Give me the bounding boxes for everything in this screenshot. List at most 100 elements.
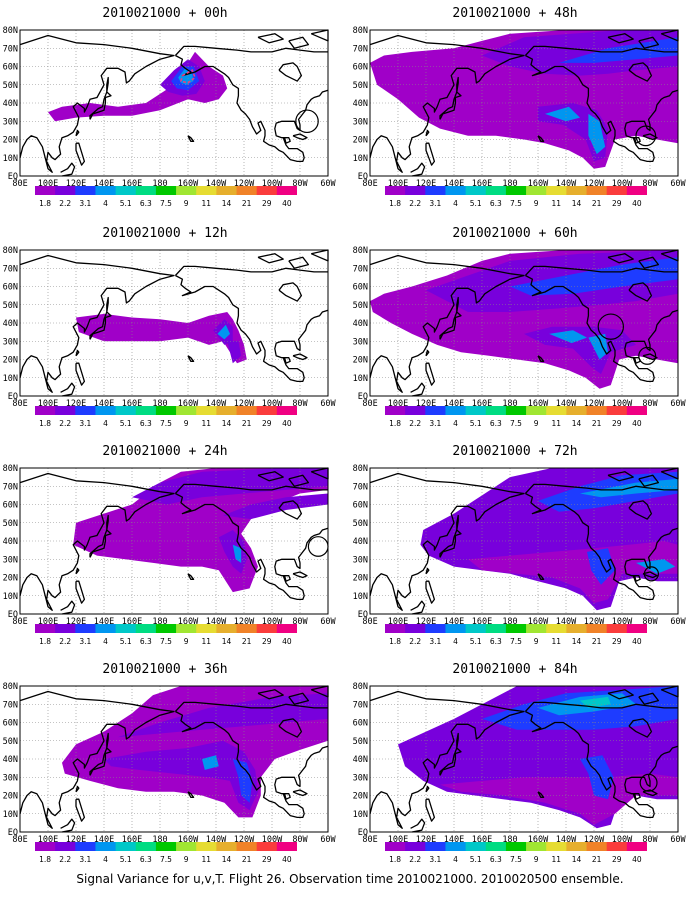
lat-tick-label: 10N	[353, 592, 368, 602]
coastline	[537, 573, 545, 580]
lat-tick-label: 60N	[3, 283, 18, 293]
lat-tick-label: 70N	[353, 264, 368, 274]
colorbar-swatch	[256, 842, 278, 851]
colorbar-level-label: 14	[572, 419, 582, 428]
forecast-map: 80E 100E 120E 140E 160E 180 160W 140W 120W 100W 80…	[3, 464, 337, 627]
colorbar-swatch	[566, 406, 587, 415]
colorbar-swatch	[385, 624, 406, 633]
colorbar-swatch	[586, 842, 608, 851]
colorbar: 1.8 2.2 3.1 4 5.1 6.3 7.5 9 11 14 21 29 40	[35, 406, 297, 428]
colorbar-swatch	[176, 842, 197, 851]
lon-tick-label: 180	[152, 617, 167, 627]
coastline	[75, 362, 86, 386]
observation-circle	[643, 566, 659, 582]
colorbar-level-label: 40	[282, 419, 292, 428]
lat-tick-label: 50N	[353, 81, 368, 91]
panel-title: 2010021000 + 12h	[102, 226, 228, 241]
lat-tick-label: 50N	[353, 519, 368, 529]
colorbar-swatch	[115, 406, 137, 415]
map-panel: 2010021000 + 00h 80E 100E 120E 140E 160E 180 16…	[0, 6, 337, 221]
coastline	[410, 600, 426, 615]
lon-tick-label: 120W	[584, 617, 605, 627]
colorbar-level-label: 6.3	[490, 855, 502, 864]
coastline	[106, 732, 109, 749]
observation-circle	[638, 346, 657, 365]
coastline	[638, 474, 660, 487]
forecast-map: 80E 100E 120E 140E 160E 180 160W 140W 120W 100W 80…	[3, 26, 337, 189]
colorbar-swatch	[276, 624, 297, 633]
colorbar-level-label: 2.2	[409, 855, 421, 864]
lat-tick-label: 60N	[353, 719, 368, 729]
colorbar-swatch	[626, 186, 647, 195]
colorbar-swatch	[465, 406, 487, 415]
lon-tick-label: 160W	[178, 835, 199, 845]
lat-tick-label: 60N	[3, 719, 18, 729]
colorbar-swatch	[176, 186, 197, 195]
lat-tick-label: 20N	[3, 356, 18, 366]
colorbar-swatch	[196, 842, 217, 851]
colorbar-swatch	[236, 406, 258, 415]
colorbar-swatch	[196, 406, 217, 415]
colorbar-swatch	[115, 186, 137, 195]
colorbar-swatch	[425, 842, 446, 851]
coastline	[187, 135, 195, 142]
coastline	[628, 282, 653, 302]
coastline	[278, 62, 303, 82]
map-frame	[369, 249, 679, 397]
lon-tick-label: 80W	[292, 399, 308, 409]
colorbar-level-label: 6.3	[490, 199, 502, 208]
map-panel: 2010021000 + 24h 80E 100E 120E 140E 160E 180 16…	[0, 444, 337, 659]
lon-tick-label: 140E	[94, 617, 114, 627]
coastline	[607, 253, 634, 264]
lon-tick-label: 60W	[320, 399, 336, 409]
coastline	[425, 785, 430, 793]
colorbar-level-label: 21	[592, 419, 602, 428]
colorbar-level-label: 6.3	[140, 199, 152, 208]
coastline	[425, 567, 430, 575]
colorbar-level-label: 5.1	[120, 419, 132, 428]
lon-tick-label: 140W	[206, 617, 227, 627]
coastline	[310, 29, 329, 42]
colorbar-level-label: 3.1	[429, 199, 441, 208]
panel-title: 2010021000 + 72h	[452, 444, 578, 459]
colorbar-swatch	[385, 186, 406, 195]
lat-tick-label: 70N	[353, 700, 368, 710]
colorbar-level-label: 9	[184, 855, 189, 864]
lat-tick-label: EQ	[358, 610, 368, 620]
colorbar-swatch	[425, 624, 446, 633]
colorbar-swatch	[405, 406, 426, 415]
lon-tick-label: 160W	[528, 399, 549, 409]
lon-tick-label: 120E	[66, 835, 86, 845]
colorbar-level-label: 3.1	[79, 419, 91, 428]
colorbar-level-label: 7.5	[160, 199, 172, 208]
coastline	[89, 91, 112, 120]
coastline	[257, 253, 284, 264]
map-frame	[19, 29, 329, 177]
coastline	[456, 732, 459, 749]
coastline	[19, 34, 175, 173]
colorbar-swatch	[35, 624, 56, 633]
variance-region	[510, 257, 678, 296]
lat-tick-label: 70N	[3, 264, 18, 274]
colorbar-level-label: 29	[262, 637, 272, 646]
coastline	[524, 701, 678, 712]
colorbar-swatch	[405, 186, 426, 195]
colorbar-swatch	[485, 406, 507, 415]
variance-region	[587, 548, 615, 585]
coastline	[19, 254, 175, 393]
colorbar-swatch	[236, 186, 258, 195]
lat-tick-label: 60N	[353, 501, 368, 511]
colorbar-swatch	[155, 624, 177, 633]
colorbar-level-label: 1.8	[389, 637, 401, 646]
forecast-map: 80E 100E 120E 140E 160E 180 160W 140W 120W 100W 80…	[3, 246, 337, 409]
colorbar-swatch	[256, 406, 278, 415]
lat-tick-label: 80N	[3, 682, 18, 692]
coastline	[60, 600, 76, 615]
lat-tick-label: 20N	[353, 356, 368, 366]
colorbar-swatch	[505, 406, 527, 415]
lon-tick-label: 100W	[612, 835, 633, 845]
lon-tick-label: 140W	[556, 179, 577, 189]
coastline	[106, 76, 109, 93]
colorbar-level-label: 9	[534, 855, 539, 864]
colorbar-level-label: 5.1	[120, 637, 132, 646]
